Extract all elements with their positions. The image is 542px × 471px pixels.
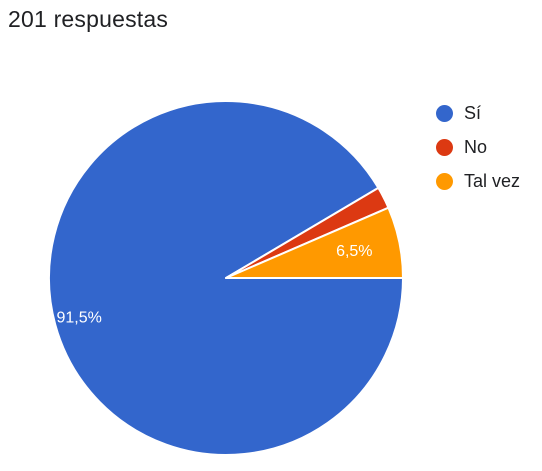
legend-item-no[interactable]: No: [436, 130, 520, 164]
legend-swatch-tal-vez: [436, 172, 453, 190]
legend-swatch-no: [436, 138, 453, 156]
response-count: 201 respuestas: [8, 6, 169, 32]
legend-swatch-si: [436, 104, 453, 122]
legend-label-no: No: [464, 136, 488, 157]
legend-label-tal-vez: Tal vez: [464, 170, 521, 191]
legend-item-si[interactable]: Sí: [436, 96, 520, 130]
slice-label-tal-vez: 6,5%: [336, 243, 372, 260]
legend-item-tal-vez[interactable]: Tal vez: [436, 164, 520, 198]
legend-label-si: Sí: [464, 102, 482, 123]
chart-legend: Sí No Tal vez: [436, 96, 520, 198]
pie-slice-tal-vez[interactable]: [225, 206, 404, 279]
slice-label-si: 91,5%: [57, 310, 102, 327]
